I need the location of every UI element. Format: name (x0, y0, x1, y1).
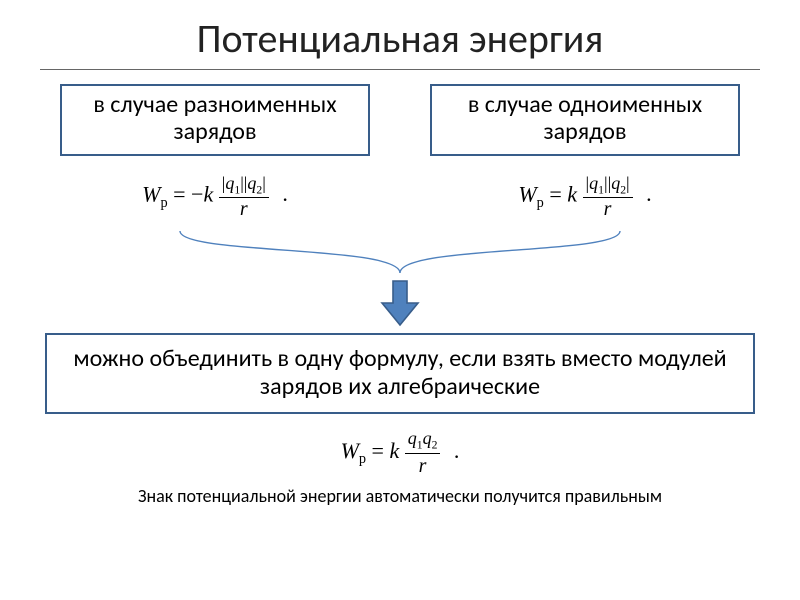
w-symbol-r: W (518, 181, 536, 206)
period-l: . (274, 181, 288, 206)
p-sub-r: p (537, 195, 544, 211)
combined-box: можно объединить в одну формулу, если вз… (45, 333, 755, 414)
p-sub: p (160, 195, 167, 211)
footnote: Знак потенциальной энергии автоматически… (80, 486, 720, 507)
k-symbol: k (203, 181, 213, 206)
formula-row: Wp = −k |q1||q2| r . Wp = k |q1||q2| r . (0, 156, 800, 227)
arrow-down-icon (378, 279, 422, 327)
fraction-right: |q1||q2| r (583, 174, 633, 219)
equals: = (173, 181, 185, 206)
k-symbol-r: k (567, 181, 577, 206)
case-right-box: в случае одноименных зарядов (430, 84, 740, 156)
fraction-left: |q1||q2| r (219, 174, 269, 219)
q1: q (225, 173, 234, 193)
fraction-combined: q1q2 r (405, 428, 441, 478)
formula-right: Wp = k |q1||q2| r . (430, 174, 740, 219)
abs-c2: | (262, 173, 266, 193)
formula-combined: Wp = k q1q2 r . (0, 428, 800, 478)
equals-r: = (549, 181, 561, 206)
formula-left: Wp = −k |q1||q2| r . (60, 174, 370, 219)
r-denom: r (219, 198, 269, 219)
page-title: Потенциальная энергия (40, 0, 760, 70)
period-r: . (638, 181, 652, 206)
cases-row: в случае разноименных зарядов в случае о… (0, 84, 800, 156)
case-left-box: в случае разноименных зарядов (60, 84, 370, 156)
merge-curves (60, 227, 740, 277)
w-symbol: W (142, 181, 160, 206)
minus-sign: − (191, 181, 203, 206)
